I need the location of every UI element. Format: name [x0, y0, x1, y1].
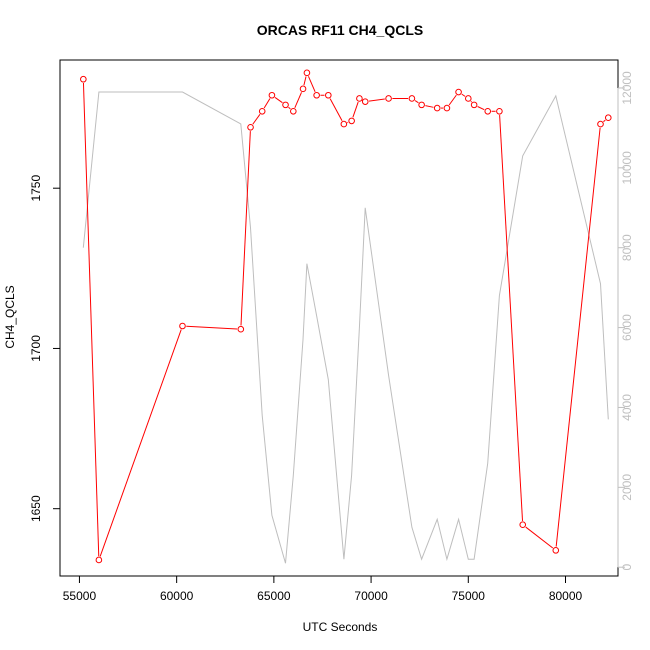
y2-tick-label: 4000 [620, 394, 634, 421]
data-point [597, 120, 604, 128]
data-point [484, 107, 492, 115]
series-segment [252, 114, 261, 125]
series-segment [470, 100, 472, 103]
data-point [325, 91, 332, 99]
data-point [408, 95, 416, 102]
data-point [496, 107, 503, 115]
y-tick-label: 1650 [29, 495, 43, 522]
series-left [80, 69, 612, 564]
series-segment [461, 93, 466, 97]
series-segment [274, 97, 283, 104]
data-point [290, 107, 297, 115]
data-point [443, 104, 451, 112]
data-point [433, 104, 441, 112]
x-tick-label: 75000 [452, 589, 486, 603]
series-segment [477, 106, 485, 111]
y-tick-label: 1750 [29, 175, 43, 202]
y-tick-label: 1700 [29, 335, 43, 362]
series-segment [368, 98, 385, 102]
series-segment [525, 526, 554, 549]
series-segment [555, 127, 601, 547]
data-point [340, 120, 348, 128]
series-segment [240, 131, 251, 326]
data-point [455, 88, 462, 96]
series-segment [303, 76, 307, 86]
y2-tick-label: 12000 [620, 71, 634, 105]
x-axis-label: UTC Seconds [303, 620, 378, 634]
data-point [237, 325, 245, 333]
y2-tick-label: 2000 [620, 474, 634, 501]
data-point [348, 117, 355, 125]
y2-tick-label: 8000 [620, 234, 634, 261]
data-point [268, 91, 276, 99]
series-layer [80, 69, 612, 564]
data-point [470, 101, 478, 109]
data-point [464, 95, 472, 102]
series-segment [448, 94, 457, 106]
y-axis-left: 1650 1700 1750 [29, 175, 61, 522]
series-segment [307, 76, 316, 92]
y2-tick-label: 0 [620, 564, 634, 571]
data-point [303, 69, 311, 77]
y2-tick-label: 10000 [620, 151, 634, 185]
data-point [519, 521, 527, 529]
series-segment [499, 115, 524, 521]
series-segment [603, 119, 606, 123]
series-right [82, 91, 609, 564]
y2-tick-label: 6000 [620, 314, 634, 341]
series-segment [186, 325, 238, 330]
x-tick-label: 55000 [63, 589, 97, 603]
x-tick-label: 65000 [257, 589, 291, 603]
data-point [313, 91, 320, 99]
series-segment [414, 100, 419, 104]
data-point [385, 95, 392, 102]
data-point [282, 101, 289, 109]
series-segment [263, 98, 271, 109]
data-point [95, 556, 103, 564]
series-line [82, 91, 609, 564]
chart-title: ORCAS RF11 CH4_QCLS [257, 22, 423, 38]
data-point [247, 124, 254, 131]
data-point [356, 95, 363, 102]
data-point [418, 101, 425, 109]
data-point [299, 85, 307, 93]
x-tick-label: 70000 [354, 589, 388, 603]
y-axis-label: CH4_QCLS [3, 285, 17, 348]
data-point [80, 75, 87, 83]
x-axis: 55000 60000 65000 70000 75000 80000 [63, 575, 583, 603]
series-segment [329, 98, 343, 121]
data-point [361, 98, 369, 105]
x-tick-label: 60000 [160, 589, 194, 603]
series-segment [288, 106, 291, 110]
series-segment [294, 92, 302, 108]
series-segment [425, 105, 434, 108]
data-point [604, 114, 612, 121]
series-segment [82, 83, 100, 557]
series-segment [99, 329, 182, 557]
data-point [258, 107, 266, 115]
series-segment [352, 101, 359, 118]
data-point [552, 547, 560, 554]
data-point [179, 322, 186, 330]
y-axis-right: 0 2000 4000 6000 8000 10000 12000 [617, 71, 634, 571]
x-tick-label: 80000 [549, 589, 583, 603]
